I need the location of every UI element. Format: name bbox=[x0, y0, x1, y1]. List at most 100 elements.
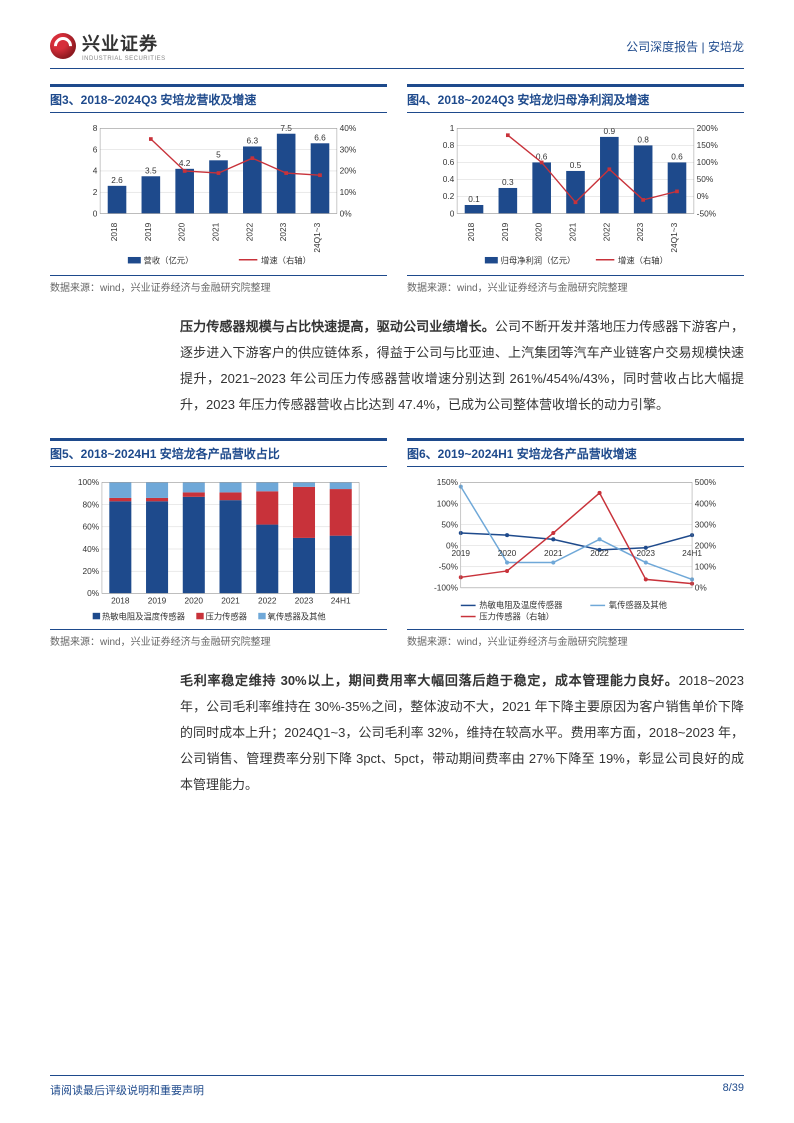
svg-text:归母净利润（亿元）: 归母净利润（亿元） bbox=[501, 255, 576, 265]
svg-text:2018: 2018 bbox=[111, 596, 130, 606]
svg-text:5: 5 bbox=[216, 150, 221, 160]
svg-text:0: 0 bbox=[450, 208, 455, 218]
svg-text:3.5: 3.5 bbox=[145, 165, 157, 175]
svg-text:24Q1~3: 24Q1~3 bbox=[312, 222, 322, 252]
doc-type: 公司深度报告 bbox=[626, 40, 698, 54]
svg-text:0.8: 0.8 bbox=[443, 140, 455, 150]
svg-text:2021: 2021 bbox=[544, 548, 563, 558]
chart4-container: 图4、2018~2024Q3 安培龙归母净利润及增速 0 0.2 0.4 0.6 0.8… bbox=[407, 84, 744, 294]
svg-text:2018: 2018 bbox=[466, 222, 476, 241]
chart6-title: 图6、2019~2024H1 安培龙各产品营收增速 bbox=[407, 438, 744, 467]
svg-text:2021: 2021 bbox=[211, 222, 221, 241]
svg-text:40%: 40% bbox=[340, 123, 357, 133]
svg-text:0%: 0% bbox=[695, 583, 708, 593]
svg-text:氧传感器及其他: 氧传感器及其他 bbox=[609, 600, 667, 610]
svg-text:氧传感器及其他: 氧传感器及其他 bbox=[268, 611, 326, 621]
paragraph-1: 压力传感器规模与占比快速提高，驱动公司业绩增长。公司不断开发并落地压力传感器下游… bbox=[180, 314, 744, 418]
svg-text:50%: 50% bbox=[697, 174, 714, 184]
svg-text:0.8: 0.8 bbox=[637, 135, 649, 145]
svg-text:0.1: 0.1 bbox=[468, 194, 480, 204]
svg-text:2020: 2020 bbox=[534, 222, 544, 241]
page-header: 兴业证券 INDUSTRIAL SECURITIES 公司深度报告 | 安培龙 bbox=[50, 30, 744, 69]
paragraph-2: 毛利率稳定维持 30%以上，期间费用率大幅回落后趋于稳定，成本管理能力良好。20… bbox=[180, 668, 744, 798]
svg-text:0%: 0% bbox=[87, 588, 100, 598]
svg-text:-100%: -100% bbox=[434, 583, 459, 593]
svg-text:2022: 2022 bbox=[244, 222, 254, 241]
svg-text:2020: 2020 bbox=[185, 596, 204, 606]
svg-text:500%: 500% bbox=[695, 477, 717, 487]
svg-text:6.3: 6.3 bbox=[247, 136, 259, 146]
svg-text:2019: 2019 bbox=[500, 222, 510, 241]
svg-text:8: 8 bbox=[93, 123, 98, 133]
svg-text:0.6: 0.6 bbox=[536, 152, 548, 162]
svg-text:0: 0 bbox=[93, 208, 98, 218]
header-meta: 公司深度报告 | 安培龙 bbox=[626, 38, 744, 55]
chart5-title: 图5、2018~2024H1 安培龙各产品营收占比 bbox=[50, 438, 387, 467]
svg-text:2020: 2020 bbox=[498, 548, 517, 558]
svg-text:2018: 2018 bbox=[109, 222, 119, 241]
svg-text:0.9: 0.9 bbox=[604, 126, 616, 136]
svg-text:100%: 100% bbox=[697, 157, 719, 167]
chart5-svg: 0%20%40%60%80%100%2018201920202021202220… bbox=[50, 475, 387, 623]
brand-en: INDUSTRIAL SECURITIES bbox=[82, 56, 166, 62]
svg-text:2023: 2023 bbox=[635, 222, 645, 241]
chart5-container: 图5、2018~2024H1 安培龙各产品营收占比 0% 20% 40% 60% 80%… bbox=[50, 438, 387, 648]
svg-text:2021: 2021 bbox=[221, 596, 240, 606]
chart4-title: 图4、2018~2024Q3 安培龙归母净利润及增速 bbox=[407, 84, 744, 113]
svg-text:热敏电阻及温度传感器: 热敏电阻及温度传感器 bbox=[479, 600, 563, 610]
svg-text:2019: 2019 bbox=[148, 596, 167, 606]
svg-text:20%: 20% bbox=[83, 566, 100, 576]
chart3-svg: 024680%10%20%30%40%2.63.54.256.37.56.620… bbox=[50, 121, 387, 269]
svg-text:0.2: 0.2 bbox=[443, 191, 455, 201]
svg-text:60%: 60% bbox=[83, 522, 100, 532]
svg-text:增速（右轴）: 增速（右轴） bbox=[261, 255, 311, 265]
chart5-source: 数据来源：wind，兴业证券经济与金融研究院整理 bbox=[50, 629, 387, 648]
svg-text:2023: 2023 bbox=[295, 596, 314, 606]
svg-text:0.6: 0.6 bbox=[443, 157, 455, 167]
chart4-svg: 00.20.40.60.81-50%0%50%100%150%200%0.10.… bbox=[407, 121, 744, 269]
svg-text:压力传感器: 压力传感器 bbox=[206, 611, 248, 621]
chart3-source: 数据来源：wind，兴业证券经济与金融研究院整理 bbox=[50, 275, 387, 294]
svg-text:20%: 20% bbox=[340, 166, 357, 176]
svg-text:增速（右轴）: 增速（右轴） bbox=[618, 255, 668, 265]
svg-text:24Q1~3: 24Q1~3 bbox=[669, 222, 679, 252]
chart-row-1: 图3、2018~2024Q3 安培龙营收及增速 024680%10%20%30%… bbox=[50, 84, 744, 294]
svg-text:0.5: 0.5 bbox=[570, 160, 582, 170]
svg-text:2019: 2019 bbox=[143, 222, 153, 241]
page-number: 8/39 bbox=[723, 1082, 744, 1098]
svg-text:-50%: -50% bbox=[697, 208, 717, 218]
svg-text:4: 4 bbox=[93, 166, 98, 176]
chart6-container: 图6、2019~2024H1 安培龙各产品营收增速 -100% -50% 0% 50%… bbox=[407, 438, 744, 648]
chart3-container: 图3、2018~2024Q3 安培龙营收及增速 024680%10%20%30%… bbox=[50, 84, 387, 294]
svg-text:30%: 30% bbox=[340, 144, 357, 154]
svg-text:营收（亿元）: 营收（亿元） bbox=[144, 255, 194, 265]
svg-text:50%: 50% bbox=[441, 519, 458, 529]
chart6-svg: -100%-50%0%50%100%150%0%100%200%300%400%… bbox=[407, 475, 744, 623]
chart6-source: 数据来源：wind，兴业证券经济与金融研究院整理 bbox=[407, 629, 744, 648]
svg-text:2022: 2022 bbox=[601, 222, 611, 241]
svg-text:150%: 150% bbox=[437, 477, 459, 487]
svg-text:150%: 150% bbox=[697, 140, 719, 150]
svg-text:10%: 10% bbox=[340, 187, 357, 197]
svg-text:24H1: 24H1 bbox=[331, 596, 351, 606]
svg-text:200%: 200% bbox=[697, 123, 719, 133]
svg-text:0.6: 0.6 bbox=[671, 152, 683, 162]
svg-text:-50%: -50% bbox=[439, 562, 459, 572]
svg-text:100%: 100% bbox=[437, 498, 459, 508]
company-name: 安培龙 bbox=[708, 40, 744, 54]
footer-note: 请阅读最后评级说明和重要声明 bbox=[50, 1082, 204, 1098]
svg-text:2022: 2022 bbox=[258, 596, 277, 606]
svg-text:40%: 40% bbox=[83, 544, 100, 554]
svg-text:400%: 400% bbox=[695, 498, 717, 508]
svg-text:2.6: 2.6 bbox=[111, 175, 123, 185]
svg-text:300%: 300% bbox=[695, 519, 717, 529]
brand-cn: 兴业证券 bbox=[82, 30, 166, 56]
svg-text:2020: 2020 bbox=[177, 222, 187, 241]
chart4-source: 数据来源：wind，兴业证券经济与金融研究院整理 bbox=[407, 275, 744, 294]
chart3-title: 图3、2018~2024Q3 安培龙营收及增速 bbox=[50, 84, 387, 113]
chart-row-2: 图5、2018~2024H1 安培龙各产品营收占比 0% 20% 40% 60% 80%… bbox=[50, 438, 744, 648]
svg-text:压力传感器（右轴）: 压力传感器（右轴） bbox=[479, 611, 554, 621]
svg-text:0.4: 0.4 bbox=[443, 174, 455, 184]
svg-text:0.3: 0.3 bbox=[502, 177, 514, 187]
svg-text:80%: 80% bbox=[83, 499, 100, 509]
